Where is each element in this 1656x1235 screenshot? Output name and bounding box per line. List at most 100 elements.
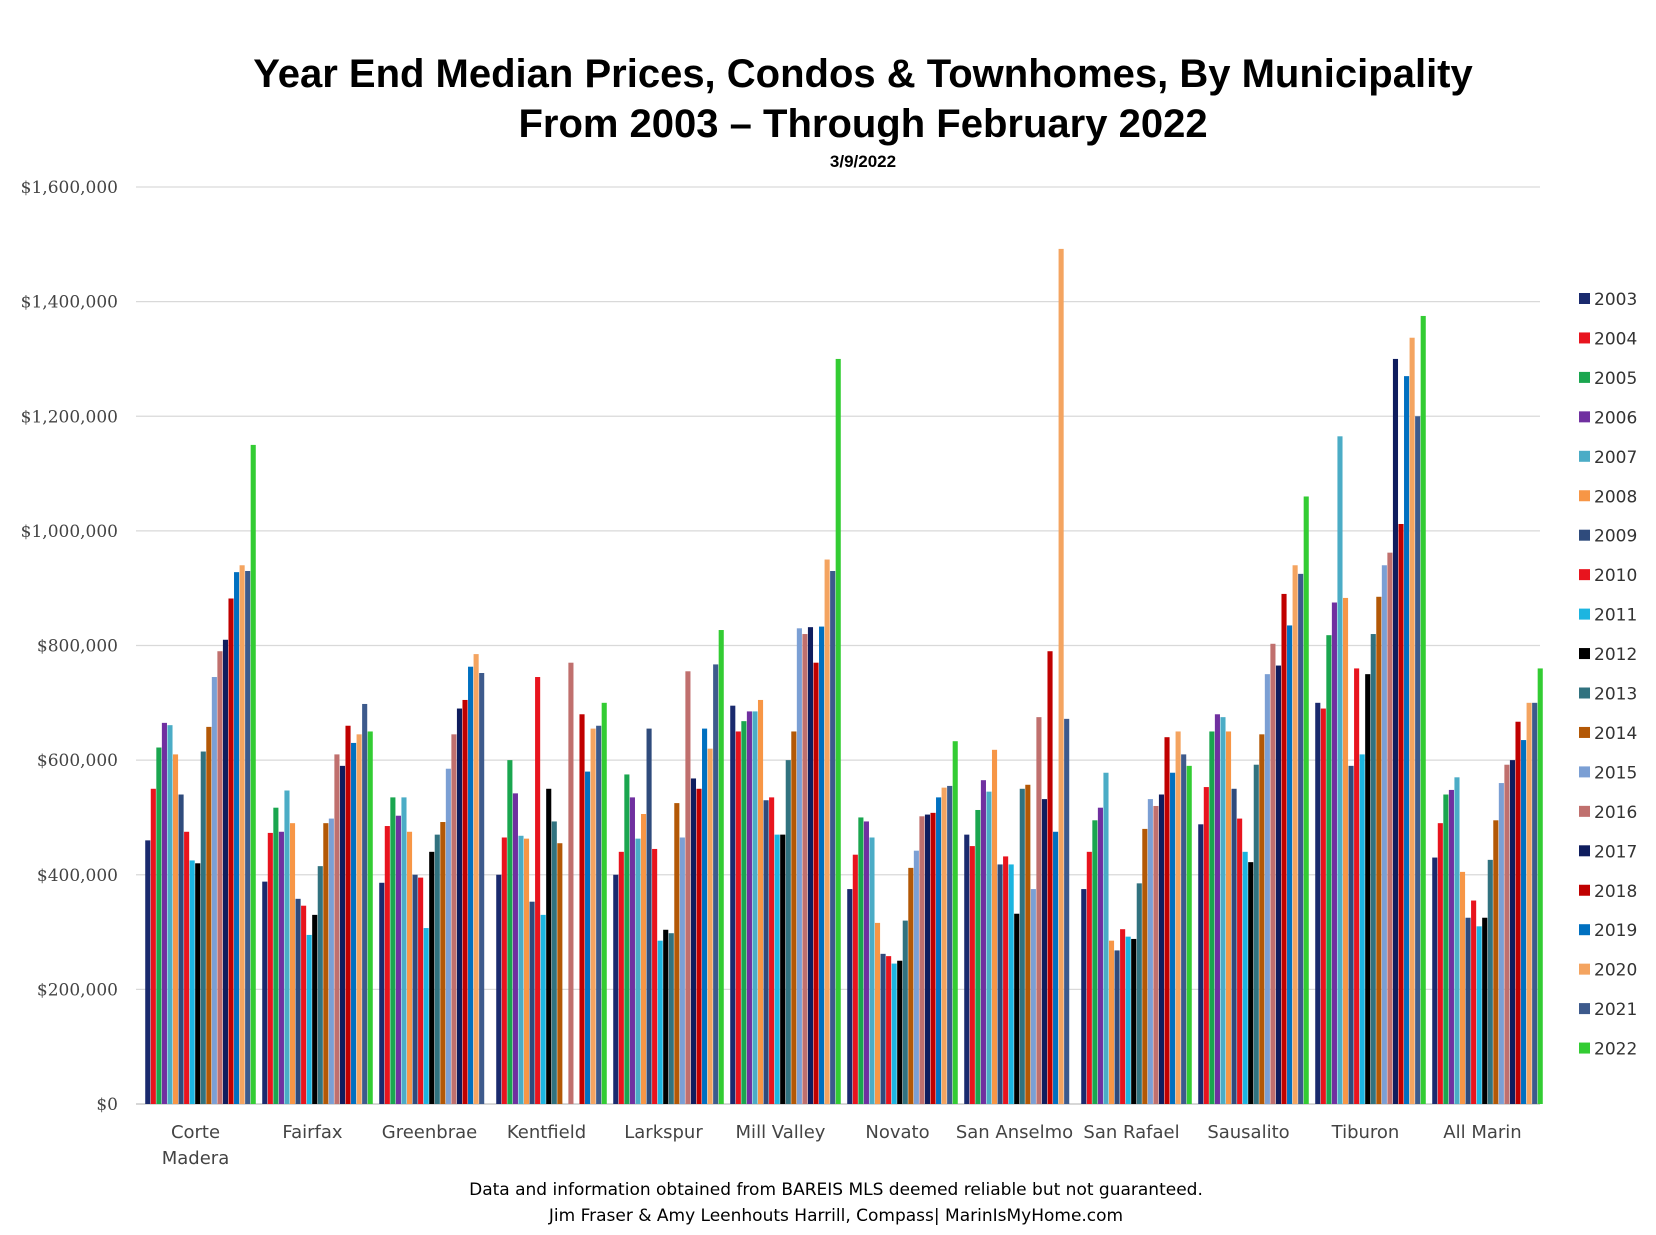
bar [200, 751, 206, 1104]
legend-label: 2014 [1594, 724, 1637, 744]
bar [629, 797, 635, 1104]
bar [1354, 668, 1360, 1104]
legend: 2003 2004 2005 2006 2007 2008 2009 2010 2011 2012… [1579, 290, 1637, 1060]
bar [1415, 416, 1421, 1104]
bar [1081, 889, 1087, 1104]
x-tick-label: Madera [162, 1148, 230, 1169]
bar [262, 881, 268, 1104]
bar [451, 734, 457, 1104]
bar [757, 699, 764, 1104]
bar [652, 848, 658, 1104]
bar [718, 630, 724, 1104]
legend-swatch [1579, 766, 1590, 778]
bar [1186, 765, 1192, 1104]
bar [1337, 436, 1343, 1104]
bar [328, 818, 334, 1104]
bar [473, 654, 479, 1104]
bar [273, 807, 279, 1104]
bar [1047, 651, 1053, 1104]
bar [178, 794, 184, 1104]
bar [1392, 358, 1399, 1104]
x-axis-categories: Corte Madera Fairfax Greenbrae Kentfield Lark… [162, 1122, 1522, 1169]
bar [334, 754, 340, 1104]
legend-swatch [1579, 924, 1590, 936]
bar [874, 922, 881, 1104]
bar [663, 929, 669, 1104]
bar [306, 934, 312, 1104]
x-tick-label: All Marin [1443, 1122, 1521, 1143]
bar [1459, 871, 1466, 1104]
bar [323, 823, 329, 1104]
bar [679, 837, 685, 1104]
legend-swatch [1579, 1003, 1590, 1015]
bar [930, 812, 936, 1104]
bar [991, 749, 998, 1104]
legend-label: 2004 [1594, 329, 1637, 349]
bar [657, 940, 663, 1104]
bar [367, 731, 373, 1104]
bar [1158, 794, 1165, 1104]
bar [891, 963, 897, 1104]
bar [1376, 596, 1382, 1104]
bar [1287, 625, 1293, 1104]
bar [1198, 824, 1204, 1104]
bar [1103, 772, 1109, 1104]
footer-source: Data and information obtained from BAREI… [469, 1180, 1203, 1200]
bar [512, 793, 518, 1104]
bar [1153, 805, 1159, 1104]
bar [1164, 737, 1170, 1104]
bar [1292, 565, 1298, 1104]
legend-swatch [1579, 805, 1590, 817]
y-axis-ticks: $0 $200,000 $400,000 $600,000 $800,000 $1,000… [21, 178, 118, 1115]
bar [1370, 634, 1376, 1104]
legend-label: 2021 [1594, 1000, 1637, 1020]
bar [445, 768, 451, 1104]
x-tick-label: Fairfax [282, 1122, 343, 1143]
legend-swatch [1579, 450, 1590, 462]
bar [195, 863, 201, 1104]
legend-swatch [1579, 1042, 1590, 1054]
bar [557, 843, 563, 1104]
footer-credit: Jim Fraser & Amy Leenhouts Harrill, Comp… [548, 1206, 1123, 1226]
x-tick-label: Greenbrae [382, 1122, 477, 1143]
bar [796, 628, 802, 1104]
bar [685, 671, 691, 1104]
bar [1298, 573, 1304, 1104]
bar [245, 570, 251, 1104]
bar [440, 822, 446, 1104]
x-tick-label: San Anselmo [956, 1122, 1073, 1143]
bar [362, 703, 368, 1104]
bar [551, 821, 557, 1104]
bar [345, 725, 351, 1104]
legend-swatch [1579, 963, 1590, 975]
bar [1482, 917, 1488, 1104]
chart-title-line2: From 2003 – Through February 2022 [518, 102, 1207, 146]
bar [1237, 818, 1243, 1104]
bar [696, 788, 702, 1104]
bar [707, 748, 713, 1104]
bar [1058, 248, 1064, 1104]
bar [640, 813, 647, 1104]
y-tick-label: $600,000 [37, 751, 118, 771]
bar [301, 905, 307, 1104]
bar [1125, 936, 1131, 1104]
bar [1131, 938, 1137, 1104]
x-tick-label: Novato [865, 1122, 929, 1143]
bar [601, 702, 607, 1104]
bar [1214, 714, 1220, 1104]
bar [997, 864, 1003, 1104]
x-tick-label: San Rafael [1083, 1122, 1179, 1143]
bar [1003, 856, 1009, 1104]
bar [1209, 731, 1215, 1104]
bar [774, 834, 780, 1104]
bar [835, 358, 841, 1104]
bar [1420, 315, 1426, 1104]
bar [189, 860, 195, 1104]
bar [1231, 788, 1237, 1104]
bar [1320, 708, 1326, 1104]
bar [1270, 643, 1276, 1104]
bar [468, 666, 474, 1104]
bar [1281, 593, 1287, 1104]
bar [1409, 337, 1415, 1104]
bar [941, 787, 947, 1104]
